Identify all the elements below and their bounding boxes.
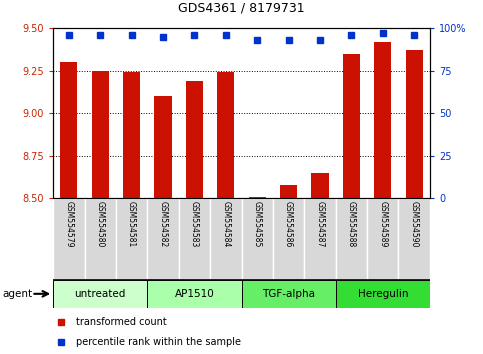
Bar xyxy=(304,198,336,280)
Bar xyxy=(249,196,266,198)
Text: untreated: untreated xyxy=(74,289,126,299)
Bar xyxy=(374,42,391,198)
Text: AP1510: AP1510 xyxy=(174,289,214,299)
Text: GSM554590: GSM554590 xyxy=(410,201,419,248)
Bar xyxy=(210,198,242,280)
Text: GSM554580: GSM554580 xyxy=(96,201,105,248)
Text: TGF-alpha: TGF-alpha xyxy=(262,289,315,299)
Bar xyxy=(336,280,430,308)
Text: GSM554586: GSM554586 xyxy=(284,201,293,248)
Text: GSM554579: GSM554579 xyxy=(64,201,73,248)
Bar xyxy=(179,198,210,280)
Bar xyxy=(123,73,140,198)
Bar xyxy=(312,173,328,198)
Text: GSM554582: GSM554582 xyxy=(158,201,168,248)
Text: GSM554588: GSM554588 xyxy=(347,201,356,248)
Bar xyxy=(273,198,304,280)
Text: GSM554583: GSM554583 xyxy=(190,201,199,248)
Text: transformed count: transformed count xyxy=(76,317,167,327)
Bar xyxy=(155,96,171,198)
Bar xyxy=(398,198,430,280)
Bar xyxy=(217,73,234,198)
Text: GSM554584: GSM554584 xyxy=(221,201,230,248)
Text: percentile rank within the sample: percentile rank within the sample xyxy=(76,337,241,348)
Bar xyxy=(147,198,179,280)
Bar xyxy=(92,71,109,198)
Bar xyxy=(116,198,147,280)
Text: GSM554581: GSM554581 xyxy=(127,201,136,248)
Bar xyxy=(280,185,297,198)
Bar xyxy=(242,280,336,308)
Text: GSM554585: GSM554585 xyxy=(253,201,262,248)
Bar xyxy=(53,198,85,280)
Bar xyxy=(336,198,367,280)
Text: Heregulin: Heregulin xyxy=(357,289,408,299)
Text: GSM554587: GSM554587 xyxy=(315,201,325,248)
Bar xyxy=(53,280,147,308)
Text: agent: agent xyxy=(2,289,32,299)
Bar xyxy=(406,50,423,198)
Text: GSM554589: GSM554589 xyxy=(378,201,387,248)
Bar xyxy=(367,198,398,280)
Bar xyxy=(343,54,360,198)
Bar xyxy=(85,198,116,280)
Bar xyxy=(186,81,203,198)
Bar xyxy=(147,280,242,308)
Bar xyxy=(60,62,77,198)
Text: GDS4361 / 8179731: GDS4361 / 8179731 xyxy=(178,1,305,14)
Bar xyxy=(242,198,273,280)
